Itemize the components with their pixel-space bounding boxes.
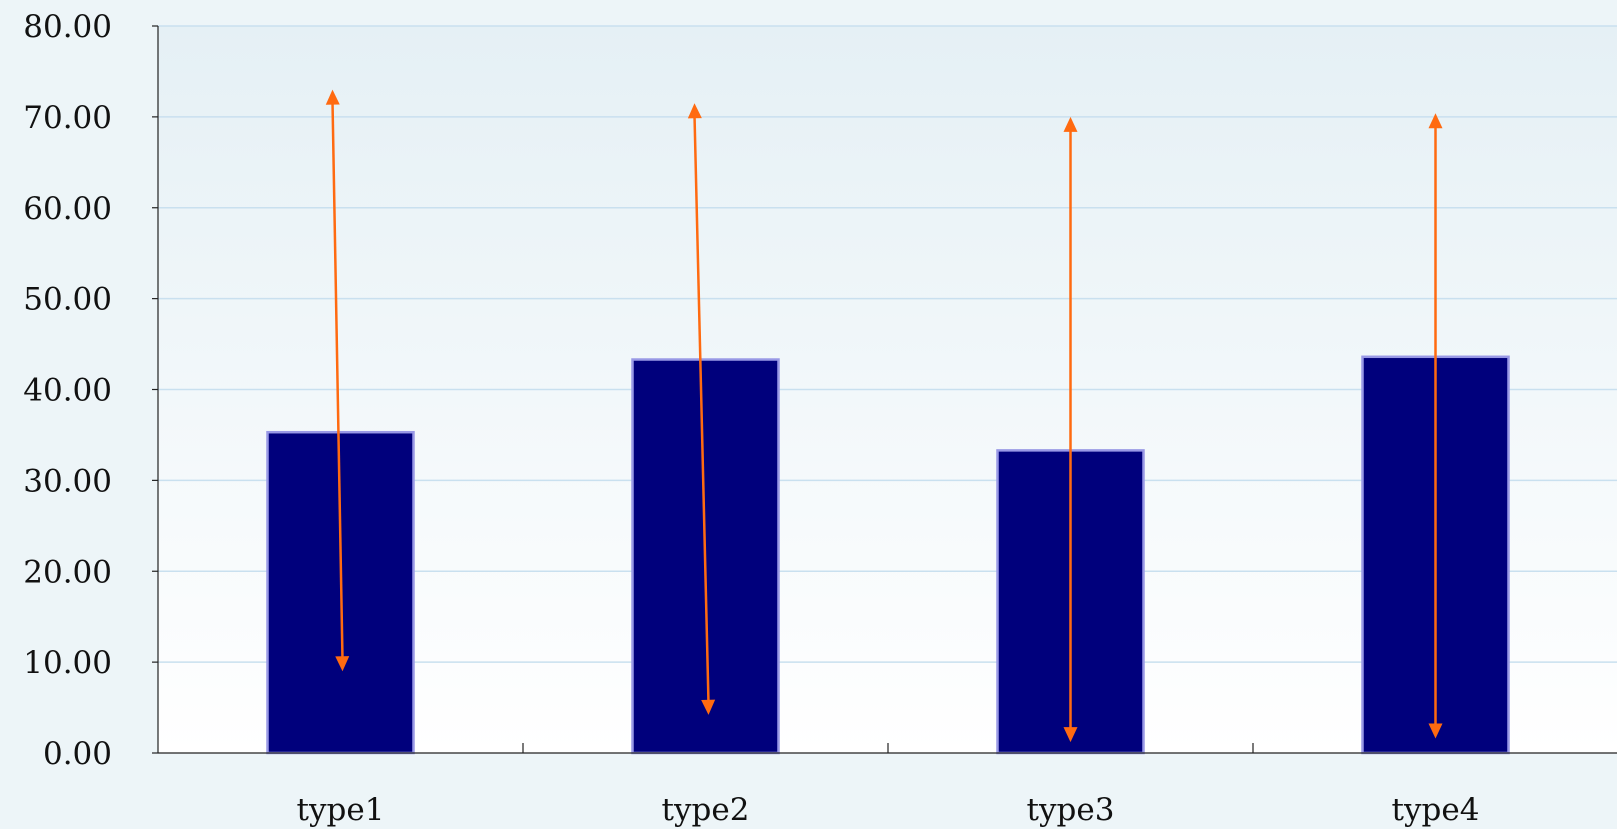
arrow-head-down [1063,727,1078,743]
arrow-head-up [687,103,702,119]
x-tick-label: type2 [662,792,750,828]
arrow-line [693,115,710,703]
y-tick-label: 70.00 [23,100,112,136]
y-tick-label: 0.00 [43,736,112,772]
arrow-head-up [1428,113,1443,129]
y-tick-label: 50.00 [23,282,112,318]
y-tick-label: 20.00 [23,554,112,590]
y-tick-label: 40.00 [23,373,112,409]
x-tick-label: type3 [1027,792,1115,828]
arrow-head-up [325,89,340,105]
y-tick-label: 80.00 [23,9,112,45]
axes [152,25,1617,754]
arrow-head-up [1063,116,1078,132]
labels: 0.00 10.00 20.00 30.00 40.00 50.00 60.00 70.00 8… [23,9,1479,828]
arrow-head-down [335,656,350,672]
arrow-head-down [701,699,716,715]
arrow-line [331,101,344,660]
arrow-head-down [1428,723,1443,739]
x-tick-label: type4 [1392,792,1480,828]
y-tick-label: 60.00 [23,191,112,227]
x-tick-label: type1 [297,792,385,828]
arrows [325,89,1443,743]
y-tick-label: 10.00 [23,645,112,681]
y-tick-label: 30.00 [23,463,112,499]
